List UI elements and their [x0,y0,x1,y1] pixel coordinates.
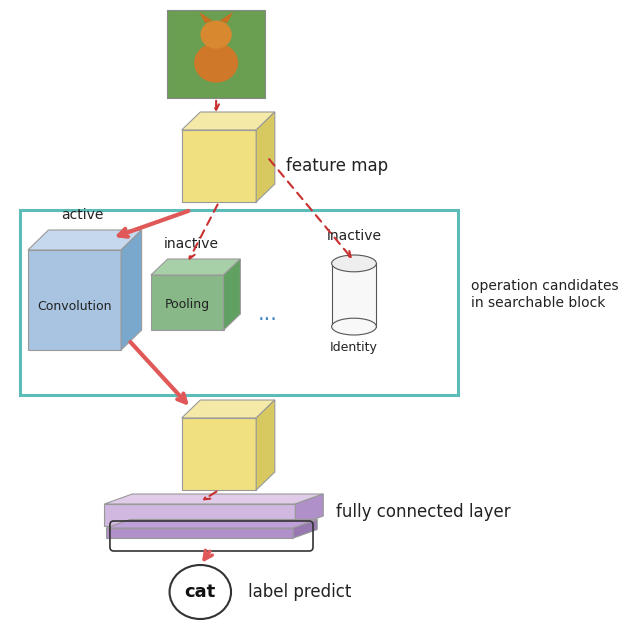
Ellipse shape [200,21,232,49]
Polygon shape [106,528,294,538]
Polygon shape [256,112,275,202]
Polygon shape [182,130,256,202]
Text: label predict: label predict [248,583,351,601]
FancyBboxPatch shape [167,10,265,98]
Polygon shape [256,400,275,490]
Text: ···: ··· [257,310,277,330]
Polygon shape [182,418,256,490]
Polygon shape [182,400,275,418]
Text: Identity: Identity [330,340,378,354]
Polygon shape [332,263,376,327]
Text: Convolution: Convolution [37,300,112,313]
Polygon shape [106,519,317,528]
Ellipse shape [194,43,238,83]
Polygon shape [104,494,323,504]
Polygon shape [121,230,141,350]
Polygon shape [223,259,241,330]
Text: inactive: inactive [326,229,381,243]
Text: active: active [61,208,103,222]
Text: fully connected layer: fully connected layer [336,503,511,521]
Text: feature map: feature map [286,157,388,175]
Ellipse shape [332,318,376,335]
Polygon shape [28,230,141,250]
Polygon shape [151,275,223,330]
Polygon shape [220,12,233,23]
Ellipse shape [332,255,376,272]
Polygon shape [151,259,241,275]
Polygon shape [28,250,121,350]
Polygon shape [295,494,323,526]
Text: cat: cat [185,583,216,601]
Ellipse shape [170,565,231,619]
Polygon shape [104,504,295,526]
Text: Pooling: Pooling [164,298,210,311]
Text: inactive: inactive [163,237,218,251]
Polygon shape [294,519,317,538]
Polygon shape [200,12,212,23]
Text: operation candidates
in searchable block: operation candidates in searchable block [472,279,619,309]
Polygon shape [182,112,275,130]
